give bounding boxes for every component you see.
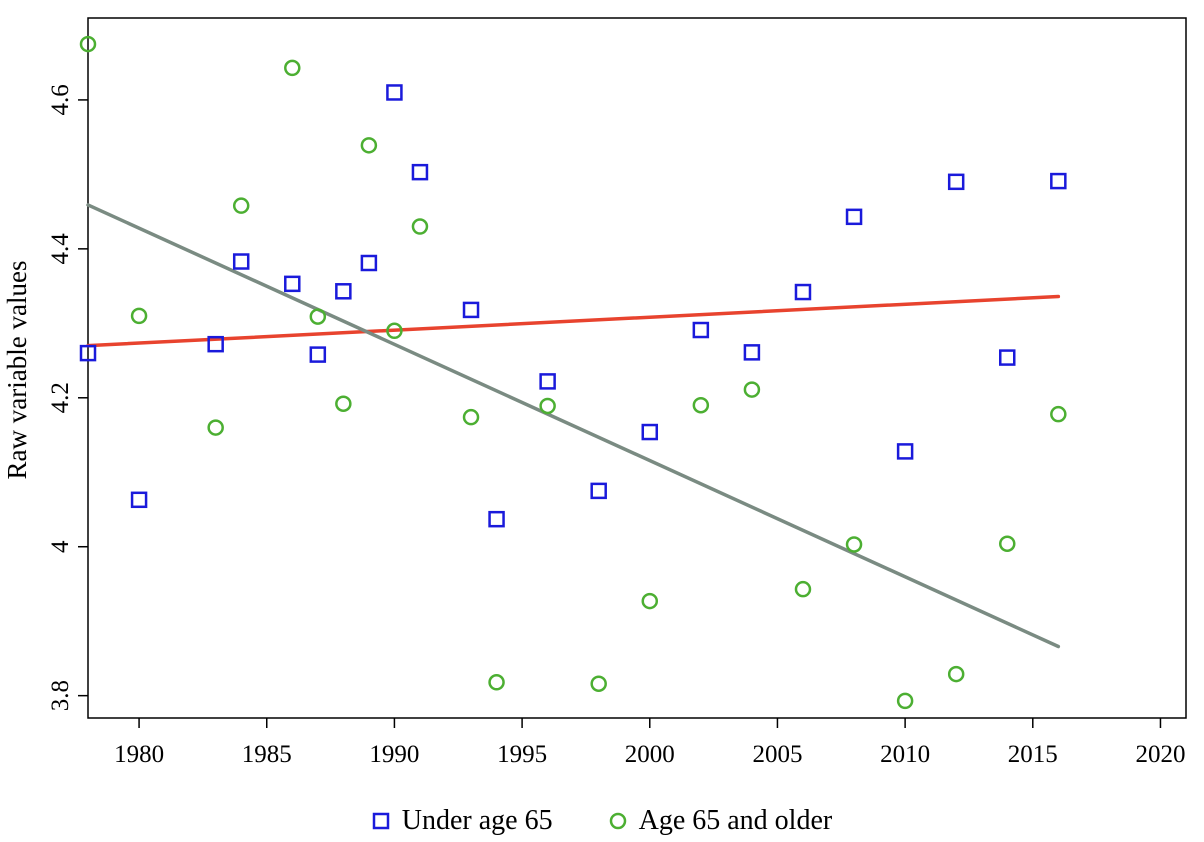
point-circle bbox=[79, 35, 97, 53]
y-tick-label: 4 bbox=[47, 540, 74, 553]
point-circle bbox=[641, 592, 659, 610]
x-tick-label: 2015 bbox=[1008, 741, 1058, 768]
point-square bbox=[386, 84, 403, 101]
x-axis: 1980 1985 1990 1995 2000 2005 2010 2015 2020 bbox=[114, 718, 1185, 768]
point-circle bbox=[539, 397, 556, 415]
point-circle bbox=[488, 674, 505, 691]
point-square bbox=[1050, 172, 1067, 190]
circle-marker-icon bbox=[609, 812, 626, 830]
y-axis: 3.8 4 4.2 4.4 4.6 bbox=[47, 84, 88, 711]
point-square bbox=[335, 283, 352, 300]
point-circle bbox=[207, 419, 224, 436]
x-tick-label: 1995 bbox=[497, 741, 547, 768]
y-tick-label: 4.6 bbox=[47, 84, 74, 115]
point-circle bbox=[335, 395, 352, 412]
point-square bbox=[641, 423, 659, 441]
point-circle bbox=[360, 137, 378, 154]
point-circle bbox=[947, 665, 965, 683]
point-circle bbox=[692, 396, 710, 414]
y-tick-label: 4.4 bbox=[47, 233, 74, 265]
scatter-chart: 1980 1985 1990 1995 2000 2005 2010 2015 2020 3.8… bbox=[2, 17, 1187, 768]
point-circle bbox=[130, 307, 148, 325]
y-tick-label: 4.2 bbox=[47, 382, 74, 413]
point-square bbox=[284, 275, 301, 293]
point-circle bbox=[896, 692, 914, 710]
x-tick-label: 2020 bbox=[1135, 741, 1185, 768]
point-square bbox=[947, 173, 965, 191]
point-circle bbox=[284, 59, 301, 77]
y-tick-label: 3.8 bbox=[47, 680, 74, 711]
point-square bbox=[539, 373, 556, 390]
point-square bbox=[743, 344, 761, 361]
point-square bbox=[130, 491, 148, 509]
point-square bbox=[232, 253, 250, 270]
fit-line bbox=[86, 203, 1061, 649]
point-circle bbox=[590, 675, 607, 692]
x-tick-label: 1980 bbox=[114, 741, 164, 768]
fit-lines bbox=[86, 203, 1061, 649]
fit-line bbox=[86, 294, 1061, 348]
point-circle bbox=[232, 197, 250, 214]
point-circle bbox=[845, 536, 863, 553]
data-points bbox=[79, 35, 1067, 710]
legend-label-under-65: Under age 65 bbox=[401, 805, 553, 836]
square-marker-icon bbox=[372, 812, 390, 830]
point-circle bbox=[999, 535, 1016, 552]
point-square bbox=[590, 482, 607, 500]
point-square bbox=[309, 346, 327, 363]
x-tick-label: 2010 bbox=[880, 741, 930, 768]
x-tick-label: 1985 bbox=[242, 741, 292, 768]
point-circle bbox=[386, 322, 403, 340]
point-circle bbox=[309, 308, 327, 325]
point-circle bbox=[794, 580, 812, 598]
legend-entry-65-older: Age 65 and older bbox=[609, 805, 833, 837]
point-square bbox=[360, 254, 378, 272]
point-square bbox=[207, 335, 224, 353]
point-circle bbox=[1050, 405, 1067, 423]
point-square bbox=[488, 510, 505, 528]
plot-frame bbox=[87, 17, 1187, 719]
point-square bbox=[999, 349, 1016, 366]
y-axis-title: Raw variable values bbox=[2, 261, 32, 480]
legend-entry-under-65: Under age 65 bbox=[372, 805, 553, 837]
x-tick-label: 2000 bbox=[625, 741, 675, 768]
point-square bbox=[79, 344, 97, 362]
point-circle bbox=[743, 381, 761, 398]
point-circle bbox=[411, 218, 429, 235]
point-square bbox=[462, 301, 480, 319]
point-square bbox=[845, 208, 863, 226]
x-tick-label: 1990 bbox=[369, 741, 419, 768]
legend: Under age 65 Age 65 and older bbox=[0, 800, 1204, 842]
point-square bbox=[692, 321, 710, 339]
point-square bbox=[411, 163, 429, 181]
legend-label-65-older: Age 65 and older bbox=[638, 805, 833, 836]
point-square bbox=[794, 283, 812, 301]
point-square bbox=[896, 443, 914, 460]
x-tick-label: 2005 bbox=[752, 741, 802, 768]
point-circle bbox=[462, 408, 480, 426]
